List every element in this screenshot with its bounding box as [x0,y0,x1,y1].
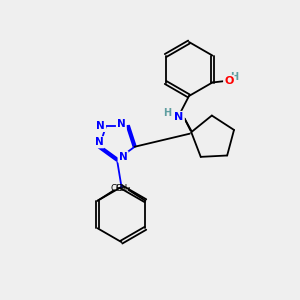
Text: N: N [118,152,127,162]
Text: N: N [175,112,184,122]
Text: N: N [117,119,126,130]
Text: H: H [163,107,171,118]
Text: O: O [224,76,234,86]
Text: N: N [96,121,105,131]
Text: N: N [95,137,104,147]
Text: CH₃: CH₃ [111,184,126,193]
Text: CH₃: CH₃ [116,184,131,193]
Text: H: H [230,72,238,82]
